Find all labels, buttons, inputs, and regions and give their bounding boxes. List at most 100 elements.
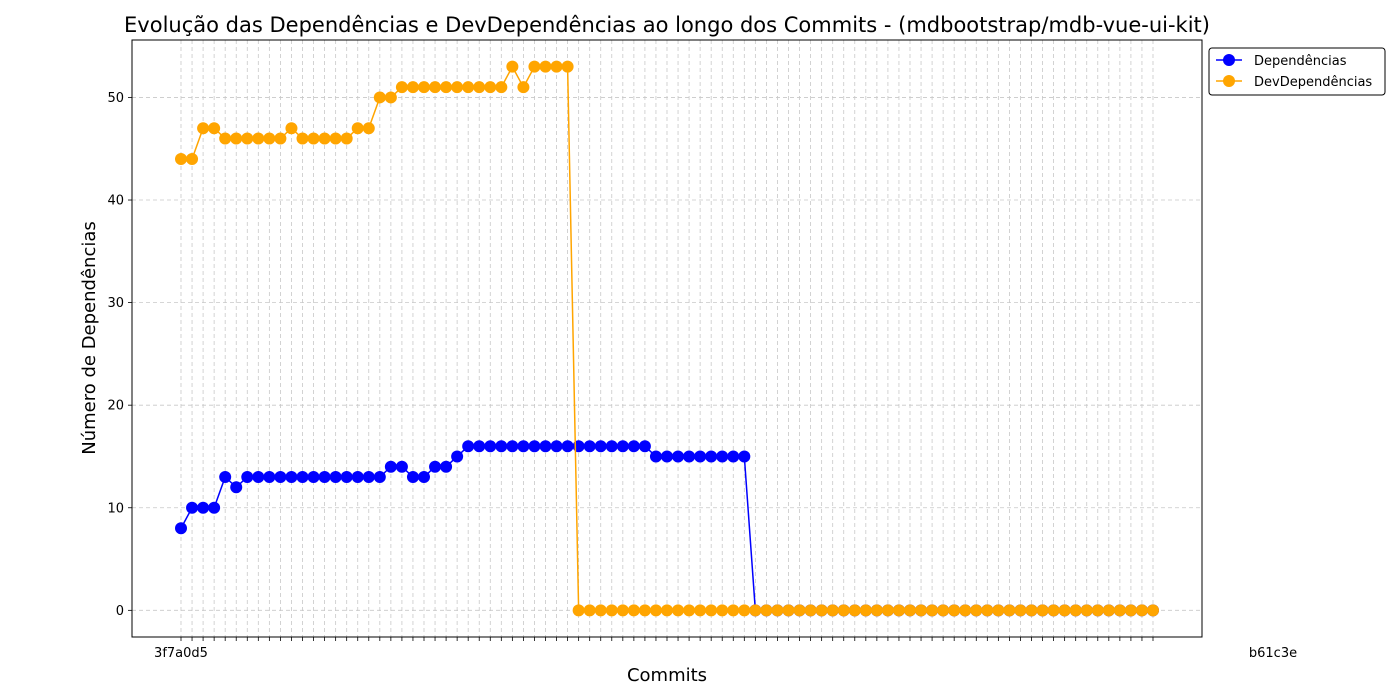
- x-tick-label-last: b61c3e: [1249, 646, 1297, 661]
- x-axis-label: Commits: [627, 665, 707, 686]
- data-point-1: [1102, 604, 1115, 617]
- data-point-0: [362, 470, 375, 483]
- legend-marker-devdependencias: [1223, 75, 1235, 87]
- data-point-0: [484, 440, 497, 453]
- y-tick-label: 30: [107, 296, 124, 311]
- data-point-1: [418, 81, 430, 94]
- data-point-0: [517, 440, 530, 453]
- y-tick-label: 10: [107, 501, 124, 516]
- data-point-0: [694, 450, 707, 463]
- data-point-1: [937, 604, 950, 617]
- data-point-1: [915, 604, 928, 617]
- data-point-1: [1091, 604, 1104, 617]
- data-point-1: [1124, 604, 1137, 617]
- data-point-1: [683, 604, 696, 617]
- y-tick-label: 40: [107, 194, 124, 209]
- data-point-0: [594, 440, 607, 453]
- data-point-0: [230, 481, 243, 494]
- y-axis-label: Número de Dependências: [79, 221, 100, 455]
- data-point-1: [1058, 604, 1071, 617]
- data-point-1: [892, 604, 905, 617]
- data-point-1: [881, 604, 894, 617]
- data-point-1: [1135, 604, 1148, 617]
- data-point-1: [373, 91, 386, 104]
- data-point-1: [771, 604, 784, 617]
- data-point-1: [870, 604, 883, 617]
- data-point-0: [738, 450, 751, 463]
- data-point-0: [186, 501, 199, 514]
- data-point-0: [583, 440, 596, 453]
- data-point-0: [219, 470, 232, 483]
- data-point-1: [252, 132, 265, 145]
- data-point-0: [550, 440, 563, 453]
- data-point-0: [705, 450, 718, 463]
- data-point-0: [495, 440, 508, 453]
- data-point-1: [1080, 604, 1093, 617]
- x-axis: 3f7a0d5 b61c3e: [154, 637, 1297, 661]
- data-point-0: [384, 460, 397, 473]
- data-point-0: [473, 440, 486, 453]
- data-point-1: [638, 604, 651, 617]
- data-point-1: [175, 152, 187, 165]
- data-point-0: [539, 440, 552, 453]
- data-point-0: [208, 501, 221, 514]
- data-point-1: [550, 60, 563, 73]
- data-point-1: [705, 604, 718, 617]
- data-point-1: [395, 81, 408, 94]
- data-point-0: [252, 470, 265, 483]
- data-point-1: [948, 604, 961, 617]
- data-point-1: [716, 604, 729, 617]
- data-point-1: [959, 604, 972, 617]
- data-point-0: [661, 450, 673, 463]
- data-point-1: [506, 60, 519, 73]
- data-point-0: [528, 440, 541, 453]
- data-point-0: [451, 450, 464, 463]
- data-point-0: [672, 450, 685, 463]
- data-point-1: [384, 91, 397, 104]
- data-point-0: [395, 460, 408, 473]
- data-point-1: [926, 604, 939, 617]
- data-point-1: [539, 60, 552, 73]
- data-point-1: [318, 132, 331, 145]
- data-point-0: [351, 470, 364, 483]
- data-point-0: [605, 440, 618, 453]
- data-point-1: [1047, 604, 1060, 617]
- data-point-1: [340, 132, 353, 145]
- data-point-1: [694, 604, 707, 617]
- data-point-1: [285, 122, 298, 135]
- data-point-1: [230, 132, 243, 145]
- data-point-0: [285, 470, 298, 483]
- data-point-1: [241, 132, 254, 145]
- data-point-0: [318, 470, 331, 483]
- data-point-0: [406, 470, 419, 483]
- data-point-1: [815, 604, 828, 617]
- data-point-0: [727, 450, 740, 463]
- data-point-1: [263, 132, 276, 145]
- legend-frame: [1208, 47, 1386, 96]
- data-point-1: [749, 604, 762, 617]
- data-point-1: [219, 132, 232, 145]
- data-point-1: [793, 604, 806, 617]
- data-point-1: [1147, 604, 1159, 617]
- data-point-1: [760, 604, 773, 617]
- data-point-1: [1014, 604, 1027, 617]
- data-point-1: [826, 604, 839, 617]
- data-point-1: [528, 60, 541, 73]
- data-point-1: [981, 604, 994, 617]
- data-point-1: [351, 122, 364, 135]
- data-point-1: [605, 604, 618, 617]
- data-point-1: [561, 60, 574, 73]
- data-point-1: [572, 604, 585, 617]
- data-point-1: [406, 81, 419, 94]
- data-point-0: [274, 470, 287, 483]
- data-point-1: [1036, 604, 1049, 617]
- data-point-1: [649, 604, 662, 617]
- data-point-1: [837, 604, 850, 617]
- data-point-0: [649, 450, 662, 463]
- data-point-1: [616, 604, 629, 617]
- data-point-1: [473, 81, 486, 94]
- data-point-0: [373, 470, 386, 483]
- data-point-1: [451, 81, 464, 94]
- data-point-1: [904, 604, 916, 617]
- series-layer: [175, 60, 1159, 617]
